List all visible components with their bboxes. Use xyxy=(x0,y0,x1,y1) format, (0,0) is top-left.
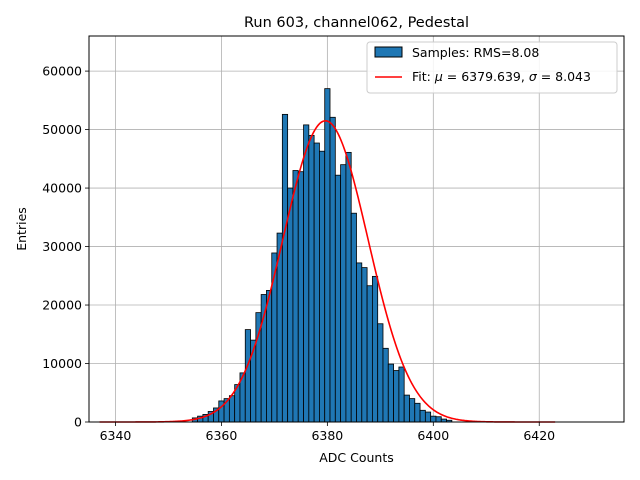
y-axis-label: Entries xyxy=(14,207,29,251)
histogram-bar xyxy=(398,366,405,423)
legend-fit-label: Fit: μ = 6379.639, σ = 8.043 xyxy=(412,69,591,84)
histogram-bar xyxy=(356,262,363,423)
x-axis-label: ADC Counts xyxy=(319,450,394,465)
y-tick-label: 40000 xyxy=(42,181,82,196)
histogram-bar xyxy=(366,285,373,423)
histogram-bar xyxy=(281,113,289,423)
histogram-bar xyxy=(371,275,379,423)
y-tick-label: 30000 xyxy=(42,239,82,254)
histogram-bar xyxy=(345,151,352,423)
legend: Samples: RMS=8.08 Fit: μ = 6379.639, σ =… xyxy=(366,41,618,94)
histogram-bar xyxy=(387,363,394,423)
legend-histogram-label: Samples: RMS=8.08 xyxy=(412,45,539,60)
y-tick-label: 20000 xyxy=(42,298,82,313)
histogram-bar xyxy=(334,174,342,423)
x-axis: 6340 6360 6380 6400 6420 xyxy=(100,422,555,443)
histogram-bars xyxy=(191,88,453,423)
histogram-bar xyxy=(324,88,331,423)
histogram-bar xyxy=(319,150,326,423)
histogram-bar xyxy=(244,329,251,423)
x-tick-label: 6380 xyxy=(311,428,343,443)
legend-box xyxy=(366,41,618,94)
chart-title: Run 603, channel062, Pedestal xyxy=(244,15,469,31)
x-tick-label: 6420 xyxy=(523,428,555,443)
x-tick-label: 6340 xyxy=(100,428,132,443)
plot-frame xyxy=(88,35,625,423)
histogram-bar xyxy=(228,395,236,423)
histogram-bar xyxy=(287,187,294,423)
y-tick-label: 60000 xyxy=(42,64,82,79)
histogram-bar xyxy=(393,370,400,423)
histogram-bar xyxy=(303,124,310,423)
histogram-bar xyxy=(266,290,273,423)
y-tick-label: 0 xyxy=(74,415,82,430)
histogram-bar xyxy=(377,323,384,423)
histogram-bar xyxy=(435,416,442,423)
histogram-bar xyxy=(430,415,437,423)
x-tick-label: 6400 xyxy=(417,428,449,443)
histogram-bar xyxy=(361,267,368,423)
legend-histogram-swatch xyxy=(374,46,403,58)
histogram-bar xyxy=(308,135,315,423)
histogram-bar xyxy=(313,142,320,423)
histogram-bar xyxy=(329,116,336,423)
histogram-bar xyxy=(414,402,421,423)
histogram-bar xyxy=(419,409,426,423)
histogram-bar xyxy=(403,394,410,423)
x-tick-label: 6360 xyxy=(206,428,238,443)
histogram-bar xyxy=(382,347,389,423)
y-tick-label: 50000 xyxy=(42,122,82,137)
histogram-bar xyxy=(297,171,304,423)
y-tick-label: 10000 xyxy=(42,356,82,371)
histogram-bar xyxy=(292,170,299,423)
histogram-bar xyxy=(350,212,357,423)
y-axis: 0 10000 20000 30000 40000 50000 60000 xyxy=(42,64,89,430)
histogram-bar xyxy=(424,411,432,423)
histogram-bar xyxy=(409,398,416,423)
histogram-bar xyxy=(340,164,347,423)
